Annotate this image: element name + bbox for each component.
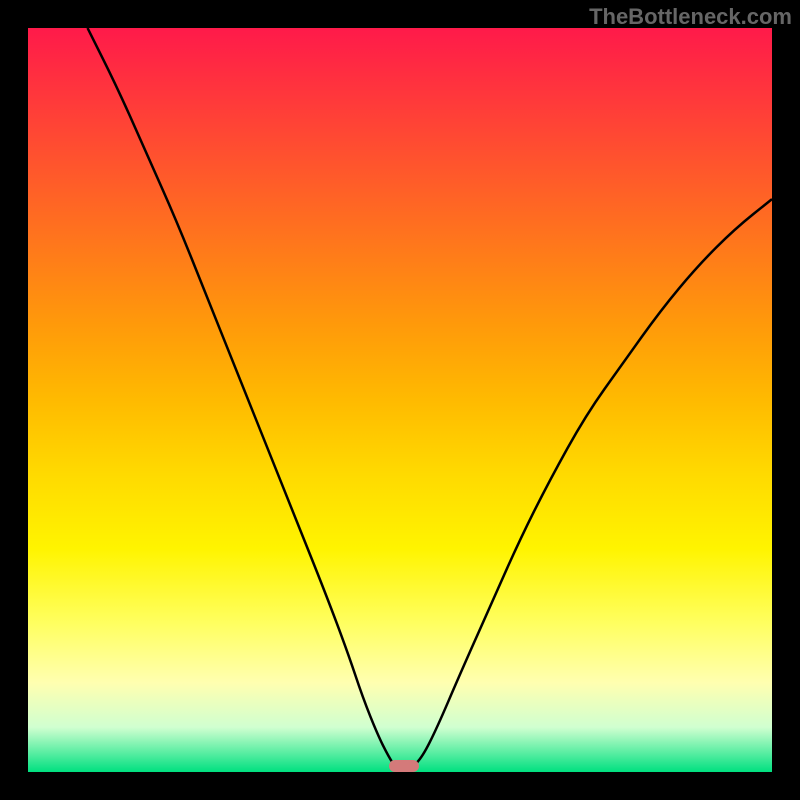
- chart-plot-area: [28, 28, 772, 772]
- watermark-text: TheBottleneck.com: [589, 4, 792, 30]
- curve-left-branch: [88, 28, 397, 768]
- bottleneck-curve: [28, 28, 772, 772]
- curve-right-branch: [411, 199, 772, 768]
- optimal-marker: [389, 760, 419, 772]
